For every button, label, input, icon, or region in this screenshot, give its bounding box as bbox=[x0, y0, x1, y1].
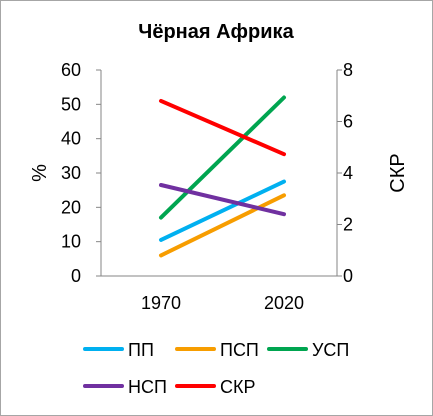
series-line-ПП bbox=[159, 179, 286, 242]
legend-label: УСП bbox=[312, 340, 349, 360]
legend-label: ПП bbox=[128, 340, 154, 360]
x-tick-label: 1970 bbox=[141, 293, 181, 313]
series-line-НСП bbox=[159, 183, 286, 217]
y-left-tick-label: 0 bbox=[71, 266, 81, 286]
y-right-tick-label: 8 bbox=[343, 60, 353, 80]
legend-label: ПСП bbox=[220, 340, 259, 360]
series-line-СКР bbox=[159, 98, 286, 157]
legend-item: УСП bbox=[267, 340, 349, 360]
legend-label: НСП bbox=[128, 377, 167, 397]
y-left-tick-label: 40 bbox=[61, 129, 81, 149]
y-right-tick-label: 6 bbox=[343, 112, 353, 132]
legend-item: ПСП bbox=[175, 340, 259, 360]
y-left-tick-label: 20 bbox=[61, 197, 81, 217]
x-tick-label: 2020 bbox=[264, 293, 304, 313]
legend-item: СКР bbox=[175, 377, 256, 397]
chart-title: Чёрная Африка bbox=[138, 21, 294, 43]
series-line-УСП bbox=[159, 95, 286, 220]
legend-item: ПП bbox=[83, 340, 154, 360]
legend-item: НСП bbox=[83, 377, 167, 397]
y-right-tick-label: 0 bbox=[343, 266, 353, 286]
legend-label: СКР bbox=[220, 377, 256, 397]
series-line-ПСП bbox=[159, 193, 286, 258]
y-left-tick-label: 60 bbox=[61, 60, 81, 80]
y-left-tick-label: 10 bbox=[61, 232, 81, 252]
y-right-tick-label: 2 bbox=[343, 215, 353, 235]
y-axis-left-label: % bbox=[29, 164, 51, 182]
y-left-tick-label: 50 bbox=[61, 94, 81, 114]
y-right-tick-label: 4 bbox=[343, 163, 353, 183]
y-axis-right-label: СКР bbox=[387, 153, 409, 192]
y-left-tick-label: 30 bbox=[61, 163, 81, 183]
